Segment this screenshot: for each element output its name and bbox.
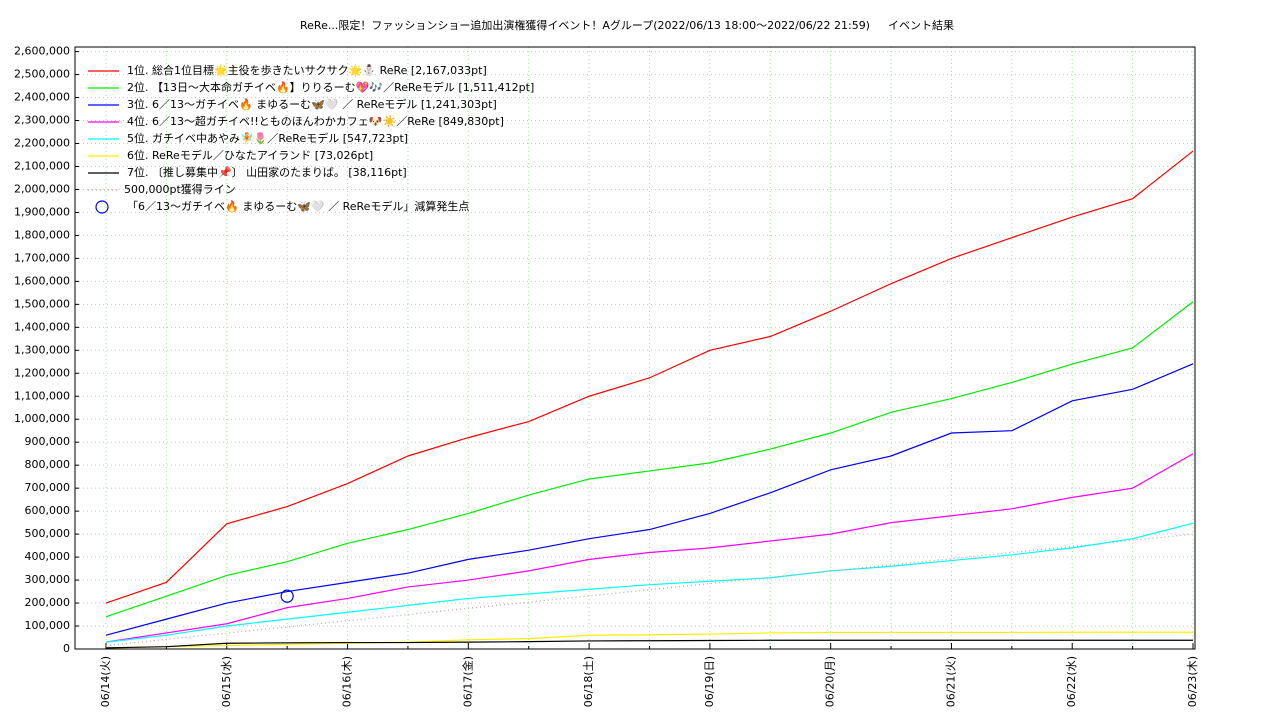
y-tick-label: 2,200,000 [14, 137, 70, 150]
y-tick-label: 1,400,000 [14, 320, 70, 333]
y-tick-label: 2,100,000 [14, 159, 70, 172]
series-line [105, 363, 1194, 636]
y-tick-label: 1,500,000 [14, 297, 70, 310]
y-tick-label: 2,500,000 [14, 68, 70, 81]
legend-label: 4位. 6／13〜超ガチイベ!!とものほんわかカフェ🐶☀️／ReRe [849,… [127, 114, 504, 128]
series-line [105, 453, 1194, 643]
y-tick-label: 2,600,000 [14, 45, 70, 58]
legend-label: 1位. 総合1位目標🌟主役を歩きたいサクサク🌟⛄ ReRe [2,167,033… [127, 63, 487, 77]
y-tick-label: 900,000 [25, 435, 71, 448]
series-line [105, 301, 1194, 618]
legend-marker [95, 200, 109, 214]
x-tick-label: 06/15(水) [220, 656, 233, 707]
x-tick-label: 06/16(木) [341, 656, 354, 707]
series-line [105, 150, 1194, 604]
y-tick-label: 1,100,000 [14, 389, 70, 402]
legend-label: 「6／13〜ガチイベ🔥 まゆるーむ🦋🤍 ／ ReReモデル」減算発生点 [127, 199, 469, 213]
y-tick-label: 2,400,000 [14, 91, 70, 104]
legend-label: 3位. 6／13〜ガチイベ🔥 まゆるーむ🦋🤍 ／ ReReモデル [1,241,… [127, 97, 497, 111]
x-tick-label: 06/20(月) [824, 656, 837, 707]
series-line [105, 522, 1194, 643]
legend-label: 5位. ガチイベ中あやみ🧚🌷／ReReモデル [547,723pt] [127, 131, 408, 145]
series-line [105, 631, 1194, 649]
chart-subtitle: イベント結果 [888, 18, 954, 32]
legend-label: 500,000pt獲得ライン [124, 183, 236, 196]
y-tick-label: 100,000 [25, 619, 71, 632]
chart-title: ReRe...限定！ファッションショー追加出演権獲得イベント！Aグループ(202… [300, 18, 870, 32]
y-tick-label: 2,300,000 [14, 114, 70, 127]
y-tick-label: 1,900,000 [14, 205, 70, 218]
y-tick-label: 1,200,000 [14, 366, 70, 379]
y-tick-label: 800,000 [25, 458, 71, 471]
y-tick-label: 200,000 [25, 596, 71, 609]
x-tick-label: 06/22(水) [1065, 656, 1078, 707]
y-tick-label: 1,700,000 [14, 251, 70, 264]
y-tick-label: 500,000 [25, 527, 71, 540]
y-tick-label: 700,000 [25, 481, 71, 494]
marker [280, 589, 294, 603]
y-tick-label: 1,000,000 [14, 412, 70, 425]
y-tick-label: 2,000,000 [14, 182, 70, 195]
legend-label: 2位. 【13日〜大本命ガチイベ🔥】りりるーむ💖🎶／ReReモデル [1,511… [127, 80, 534, 94]
legend-label: 6位. ReReモデル／ひなたアイランド [73,026pt] [127, 148, 373, 162]
y-tick-label: 1,300,000 [14, 343, 70, 356]
y-tick-label: 0 [63, 642, 70, 655]
legend-label: 7位. 〔推し募集中📌〕 山田家のたまりば。 [38,116pt] [127, 165, 407, 179]
x-tick-label: 06/17(金) [460, 656, 474, 707]
x-tick-label: 06/23(木) [1186, 656, 1199, 707]
y-tick-label: 1,600,000 [14, 274, 70, 287]
x-tick-label: 06/14(火) [99, 656, 112, 707]
plot-frame [74, 46, 1196, 650]
x-tick-label: 06/19(日) [703, 656, 716, 707]
x-tick-label: 06/18(土) [582, 656, 595, 707]
x-tick-label: 06/21(火) [944, 656, 957, 707]
y-tick-label: 400,000 [25, 550, 71, 563]
y-tick-label: 600,000 [25, 504, 71, 517]
y-tick-label: 1,800,000 [14, 228, 70, 241]
series-line [105, 639, 1193, 649]
y-tick-label: 300,000 [25, 573, 71, 586]
